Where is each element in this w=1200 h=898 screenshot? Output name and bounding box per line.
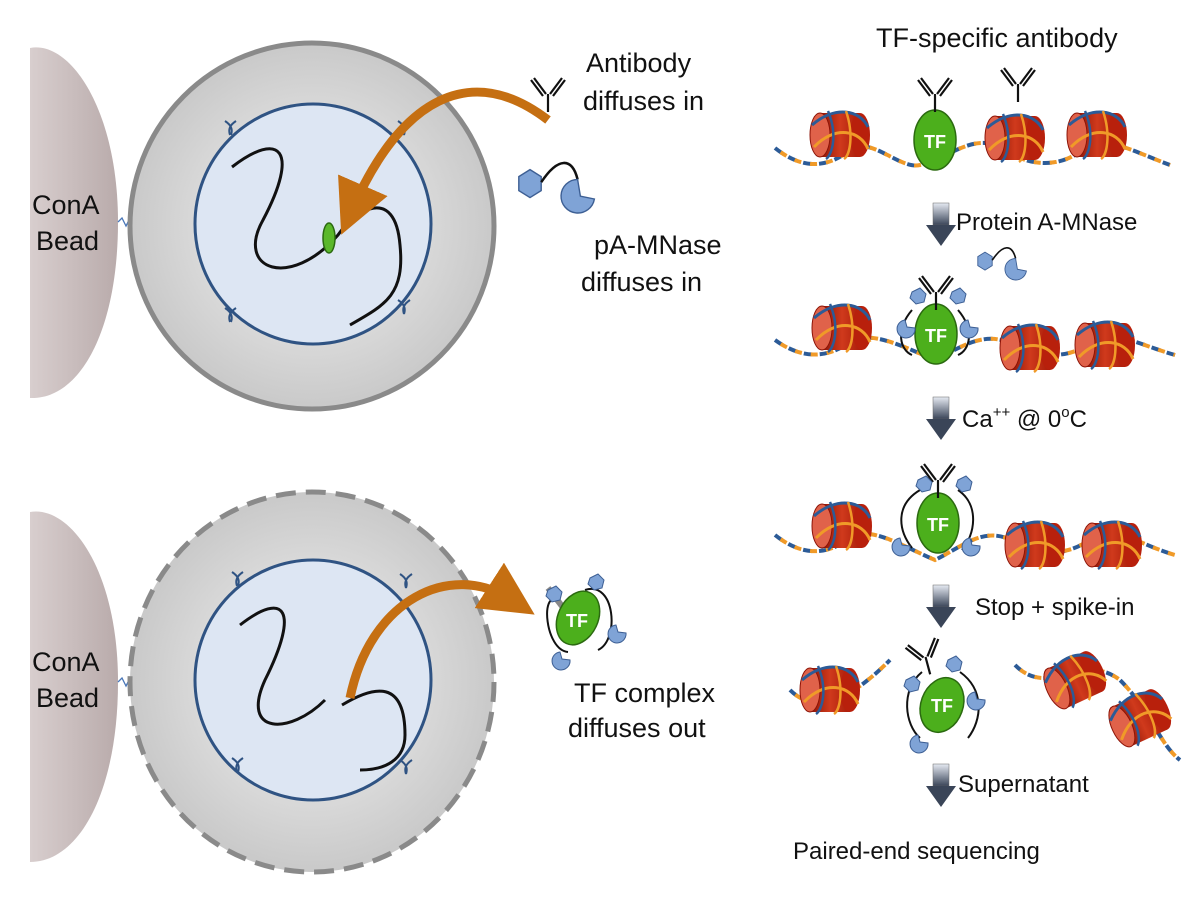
step-arrow-2-head [926,419,956,440]
nucleosome [810,500,874,552]
row-2-pa-mnase-bound: TF [773,274,1176,374]
tf-label-row2: TF [925,326,947,346]
step-arrow-1 [932,202,950,226]
complex-exit-arrow [345,562,535,699]
pamnase-text-2: diffuses in [581,267,702,297]
step-arrow-2 [932,396,950,420]
antibody-text-2: diffuses in [583,86,704,116]
step-4-label: Supernatant [958,771,1089,798]
mnase-unit [961,537,981,557]
antibody-entry-arrow [338,87,551,235]
row-3-cleavage: TF [773,462,1176,571]
pa-hex [949,287,967,305]
mnase-unit [959,319,979,339]
nucleosome [810,302,874,354]
nucleosome [1003,519,1067,571]
step-arrow-3 [932,584,950,608]
step-2-rest: @ 0 [1010,406,1061,433]
pa-hex [903,675,921,693]
step-2-ca: Ca [962,406,993,433]
complex-tf-label: TF [566,611,588,631]
step-2-degree: o [1061,404,1069,421]
step-2-celsius: C [1070,406,1087,433]
bead-label-top-2: Bead [36,226,99,256]
bead-label-bottom-2: Bead [36,683,99,713]
chromatin-bottom-cut [239,606,327,726]
step-arrow-1-head [926,225,956,246]
mnase-unit [909,734,929,754]
antibody-row4 [903,635,948,680]
bottom-cell-panel: ConA Bead TF TF complex diffuses out [30,489,716,875]
antibody-free-row1 [999,66,1037,104]
bead-label-bottom-1: ConA [32,647,100,677]
tf-label-row1: TF [924,132,946,152]
tf-bound-dot [322,222,336,254]
pa-hex [909,287,927,305]
complex-text-2: diffuses out [568,713,706,743]
nucleosome [808,109,872,161]
nuclear-pores-bottom [231,571,413,775]
top-cell-panel: ConA Bead Antibody diffuses in pA-MNase … [30,40,722,412]
step-arrow-4 [932,763,950,787]
mnase-unit [891,537,911,557]
nucleosome [1073,319,1137,371]
right-protocol-panel: TF-specific antibody TF Protein A-MNase [773,23,1182,865]
nucleus-bottom [193,558,433,802]
pa-hex [945,655,963,673]
cona-bead-bottom [30,511,118,862]
bead-label-top-1: ConA [32,190,100,220]
step-arrow-4-head [926,786,956,807]
row-1-tf-antibody: TF [773,66,1171,171]
nucleosome [983,112,1047,164]
chromatin-bottom-cut-2 [341,689,407,772]
step-arrow-3-head [926,607,956,628]
complex-text-1: TF complex [574,678,716,708]
step-2-label: Ca++ @ 0oC [962,404,1087,433]
step-3-label: Stop + spike-in [975,594,1134,621]
nucleosome [1036,644,1114,716]
cona-bead-top [30,47,118,399]
nucleosome [1080,519,1144,571]
tf-label-row4: TF [931,696,953,716]
pa-hex [955,475,973,493]
pa-hex [915,475,933,493]
nucleosome [798,664,862,716]
mnase-unit [966,691,986,711]
tf-row4 [919,676,965,734]
tf-label-row3: TF [927,515,949,535]
step-2-superscript: ++ [993,404,1011,421]
row-4-released-fragments: TF [788,635,1182,762]
final-step-label: Paired-end sequencing [793,838,1040,865]
pa-mnase-free-row2 [976,247,1028,281]
antibody-bound-row1 [916,76,954,114]
nucleosome [998,322,1062,374]
pamnase-text-1: pA-MNase [594,230,722,260]
antibody-text-1: Antibody [586,48,692,78]
mnase-unit [896,319,916,339]
pa-mnase-icon-top [517,161,596,215]
right-header: TF-specific antibody [876,23,1118,53]
step-1-label: Protein A-MNase [956,209,1137,236]
tf-complex-icon: TF [545,573,627,671]
nucleosome [1065,109,1129,161]
